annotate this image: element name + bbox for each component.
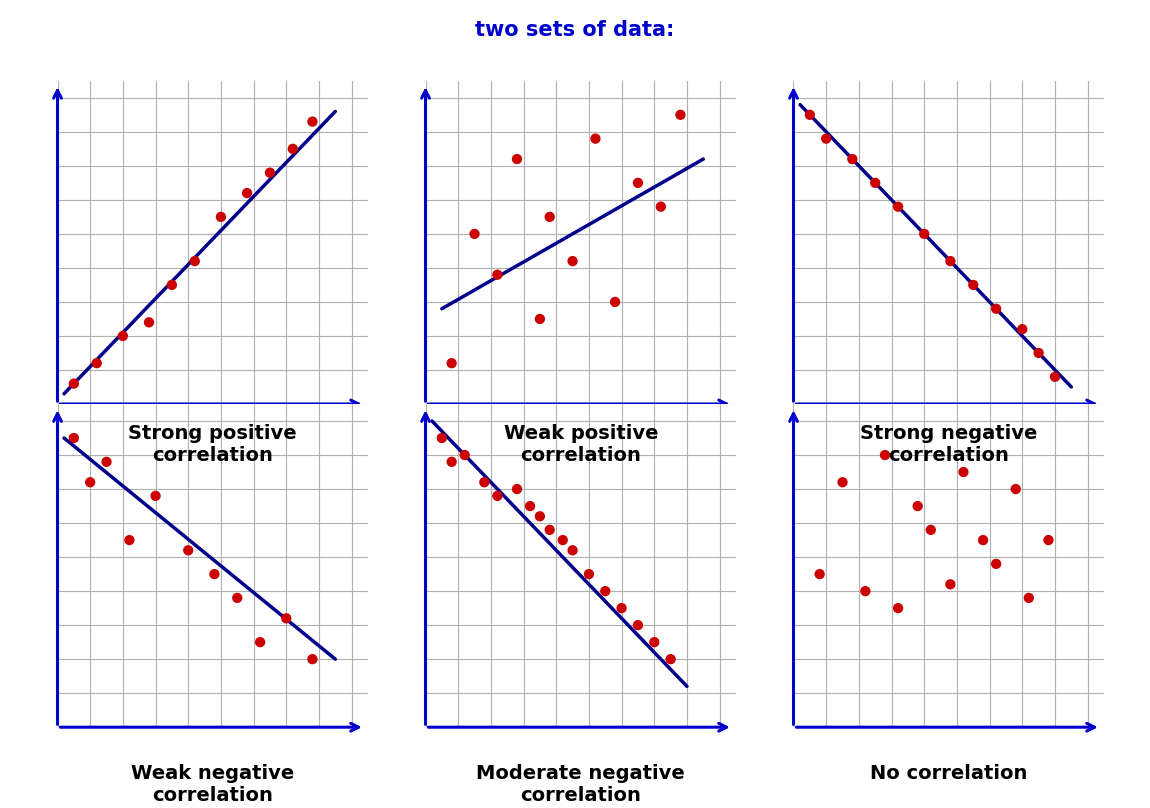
Point xyxy=(672,108,690,121)
Text: Strong positive
correlation: Strong positive correlation xyxy=(129,424,297,465)
Point xyxy=(475,476,493,489)
Point xyxy=(443,356,461,369)
Point xyxy=(606,296,624,309)
Point xyxy=(251,636,269,649)
Point xyxy=(1029,347,1048,360)
Point xyxy=(162,279,181,292)
Point xyxy=(613,602,631,615)
Point xyxy=(261,166,279,179)
Point xyxy=(228,591,246,604)
Point xyxy=(834,476,852,489)
Point xyxy=(443,456,461,469)
Point xyxy=(64,431,83,444)
Point xyxy=(987,558,1005,570)
Point xyxy=(652,200,670,213)
Point xyxy=(508,153,527,166)
Point xyxy=(564,544,582,557)
Point xyxy=(530,313,549,326)
Point xyxy=(987,302,1005,315)
Text: Weak positive
correlation: Weak positive correlation xyxy=(504,424,658,465)
Point xyxy=(954,465,973,478)
Point xyxy=(629,176,647,189)
Point xyxy=(432,431,451,444)
Point xyxy=(1040,533,1058,546)
Point xyxy=(866,176,884,189)
Point xyxy=(179,544,198,557)
Point xyxy=(811,568,829,581)
Point xyxy=(921,524,940,537)
Point xyxy=(964,279,982,292)
Point xyxy=(304,116,322,128)
Point xyxy=(941,578,959,591)
Point xyxy=(908,499,927,512)
Point xyxy=(146,490,164,503)
Point xyxy=(800,108,819,121)
Point xyxy=(304,653,322,666)
Point xyxy=(586,133,605,145)
Point xyxy=(816,133,835,145)
Point xyxy=(466,227,484,240)
Point xyxy=(185,255,204,267)
Point xyxy=(489,268,507,281)
Text: Strong negative
correlation: Strong negative correlation xyxy=(860,424,1037,465)
Point xyxy=(857,585,875,598)
Point xyxy=(140,316,159,329)
Text: two sets of data:: two sets of data: xyxy=(475,20,675,40)
Point xyxy=(915,227,934,240)
Point xyxy=(284,142,302,155)
Point xyxy=(1013,322,1032,335)
Point xyxy=(553,533,572,546)
Point xyxy=(540,524,559,537)
Point xyxy=(661,653,680,666)
Point xyxy=(238,187,256,200)
Point xyxy=(508,482,527,495)
Point xyxy=(489,490,507,503)
Text: Moderate negative
correlation: Moderate negative correlation xyxy=(476,764,685,805)
Point xyxy=(1020,591,1038,604)
Point xyxy=(121,533,139,546)
Point xyxy=(629,619,647,632)
Point xyxy=(889,602,907,615)
Point xyxy=(580,568,598,581)
Point xyxy=(889,200,907,213)
Point xyxy=(64,377,83,390)
Point xyxy=(564,255,582,267)
Point xyxy=(87,356,106,369)
Point xyxy=(81,476,99,489)
Point xyxy=(277,612,296,625)
Point xyxy=(455,448,474,461)
Text: No correlation: No correlation xyxy=(871,764,1027,783)
Point xyxy=(205,568,223,581)
Point xyxy=(645,636,664,649)
Point xyxy=(530,510,549,523)
Point xyxy=(98,456,116,469)
Point xyxy=(843,153,861,166)
Point xyxy=(1006,482,1025,495)
Point xyxy=(876,448,895,461)
Point xyxy=(941,255,959,267)
Point xyxy=(1045,370,1064,383)
Text: Weak negative
correlation: Weak negative correlation xyxy=(131,764,294,805)
Point xyxy=(540,210,559,223)
Point xyxy=(974,533,992,546)
Point xyxy=(596,585,614,598)
Point xyxy=(521,499,539,512)
Point xyxy=(212,210,230,223)
Point xyxy=(114,330,132,343)
